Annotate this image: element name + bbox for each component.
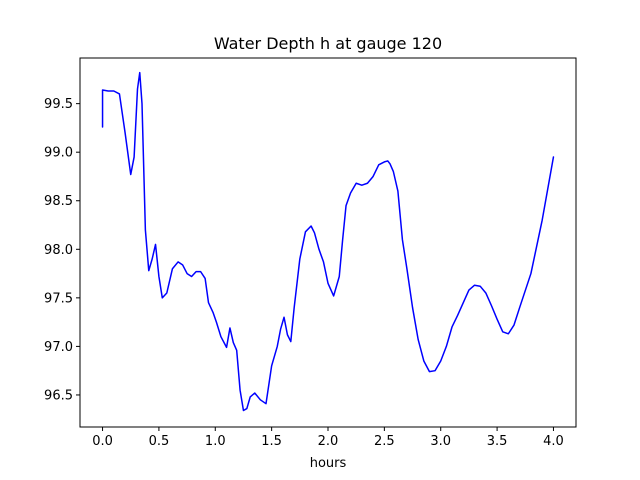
x-tick-label: 2.5 — [374, 434, 395, 449]
y-tick-label: 98.0 — [44, 243, 73, 258]
x-tick-label: 1.0 — [205, 434, 226, 449]
x-tick-label: 2.0 — [318, 434, 339, 449]
y-tick-label: 96.5 — [44, 388, 73, 403]
x-tick-label: 4.0 — [543, 434, 564, 449]
y-tick-label: 97.0 — [44, 340, 73, 355]
x-tick-label: 0.5 — [149, 434, 170, 449]
x-axis-ticks: 0.0 0.5 1.0 1.5 2.0 2.5 3.0 3.5 4.0 — [92, 427, 564, 449]
y-tick-label: 98.5 — [44, 194, 73, 209]
x-tick-label: 1.5 — [261, 434, 282, 449]
chart-title: Water Depth h at gauge 120 — [214, 34, 442, 53]
series-line-0 — [101, 71, 555, 412]
y-tick-label: 99.5 — [44, 97, 73, 112]
x-tick-label: 3.5 — [487, 434, 508, 449]
y-tick-label: 97.5 — [44, 291, 73, 306]
y-axis-ticks: 96.5 97.0 97.5 98.0 98.5 99.0 99.5 — [44, 97, 80, 403]
series-layer — [101, 71, 555, 412]
y-tick-label: 99.0 — [44, 146, 73, 161]
x-tick-label: 0.0 — [92, 434, 113, 449]
x-tick-label: 3.0 — [430, 434, 451, 449]
x-axis-label: hours — [310, 456, 347, 471]
plot-area — [80, 58, 576, 427]
